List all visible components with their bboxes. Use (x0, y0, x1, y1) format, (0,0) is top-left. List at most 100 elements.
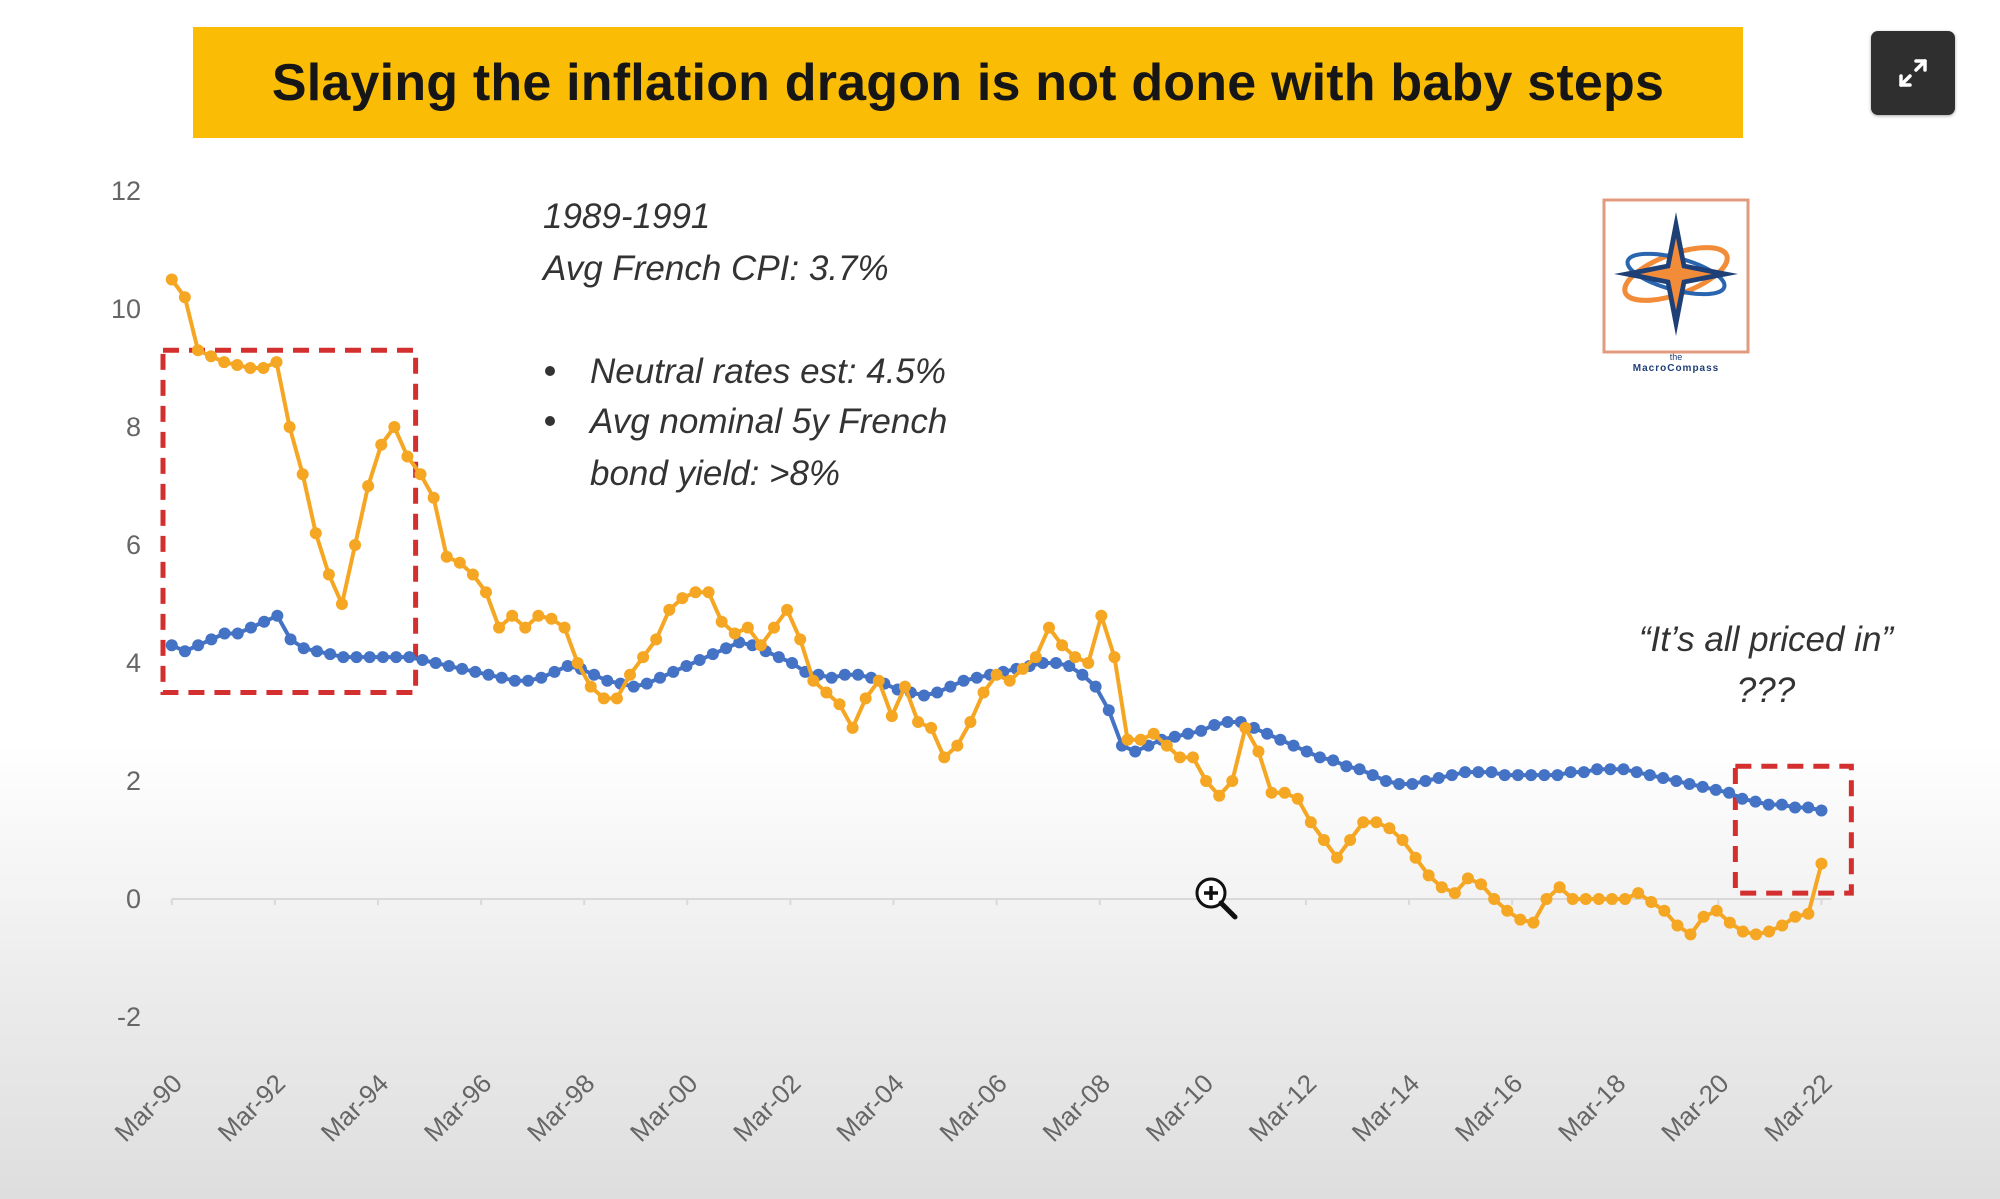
data-point (624, 668, 637, 681)
series-line (170, 613, 1822, 813)
data-point (1577, 766, 1590, 779)
data-point (637, 651, 650, 664)
data-point (493, 621, 506, 634)
data-point (337, 651, 350, 664)
data-point (1278, 786, 1291, 799)
data-point (442, 659, 455, 672)
data-point (838, 668, 851, 681)
data-point (640, 677, 653, 690)
data-point (938, 751, 951, 764)
x-tick-label: Mar-12 (1243, 1068, 1322, 1147)
data-point (1147, 727, 1160, 740)
data-point (231, 359, 244, 372)
data-point (1063, 659, 1076, 672)
data-point (1709, 783, 1722, 796)
x-tick-label: Mar-02 (727, 1068, 806, 1147)
highlight-box (1732, 763, 1854, 896)
data-point (205, 633, 218, 646)
data-point (1540, 893, 1553, 905)
data-point (977, 686, 990, 699)
data-point (1261, 727, 1274, 740)
x-axis: Mar-90 Mar-92 Mar-94 Mar-96 Mar-98 Mar-00 Mar-… (109, 899, 1838, 1147)
bullet-dot (545, 416, 555, 426)
data-point (1195, 724, 1208, 737)
data-point (689, 586, 702, 599)
y-tick-label: 8 (126, 412, 141, 442)
data-point (1340, 760, 1353, 773)
data-point (429, 657, 442, 669)
data-point (852, 668, 865, 681)
data-point (663, 603, 676, 616)
data-point (715, 615, 728, 628)
data-point (680, 659, 693, 672)
data-point (964, 716, 977, 728)
data-point (414, 468, 427, 481)
data-point (1076, 668, 1089, 681)
data-point (781, 603, 794, 616)
data-point (1736, 792, 1749, 805)
data-point (506, 609, 519, 622)
x-tick-label: Mar-10 (1140, 1068, 1219, 1147)
data-point (519, 621, 532, 634)
data-point (1643, 769, 1656, 782)
data-point (1592, 893, 1605, 905)
data-point (584, 680, 597, 693)
data-point (1511, 769, 1524, 782)
y-axis: -2 0 2 4 6 8 10 12 (111, 176, 141, 1032)
y-tick-label: -2 (117, 1002, 141, 1032)
macro-compass-logo: the MacroCompass (1602, 198, 1750, 375)
data-point (1247, 721, 1260, 734)
data-point (231, 627, 244, 640)
data-point (1432, 772, 1445, 785)
data-point (335, 598, 348, 610)
data-point (296, 468, 309, 481)
data-point (1605, 893, 1618, 905)
data-point (597, 692, 610, 705)
data-point (1619, 893, 1632, 905)
data-point (482, 668, 495, 681)
data-point (825, 671, 838, 684)
data-point (1208, 718, 1221, 731)
y-tick-label: 4 (126, 648, 141, 678)
data-point (495, 671, 508, 684)
x-tick-label: Mar-98 (521, 1068, 600, 1147)
data-point (990, 668, 1003, 681)
compass-star-icon (1614, 212, 1738, 336)
highlight-box (160, 347, 419, 695)
data-point (610, 692, 623, 705)
expand-button[interactable] (1871, 31, 1955, 115)
data-point (1317, 834, 1330, 846)
data-point (1160, 739, 1173, 752)
data-point (1802, 907, 1815, 920)
data-point (1696, 780, 1709, 793)
data-point (1366, 769, 1379, 782)
data-point (951, 739, 964, 752)
data-point (561, 659, 574, 672)
data-point (1538, 769, 1551, 782)
data-point (1121, 733, 1134, 746)
data-point (1551, 769, 1564, 782)
slide-title: Slaying the inflation dragon is not done… (271, 53, 1665, 112)
data-point (1422, 869, 1435, 882)
x-tick-label: Mar-94 (315, 1068, 394, 1147)
data-point (376, 651, 389, 664)
data-point (218, 627, 231, 640)
data-point (1501, 904, 1514, 917)
data-point (1802, 801, 1815, 814)
data-point (918, 689, 931, 702)
annotation-priced-in: “It’s all priced in” (1639, 620, 1895, 659)
data-point (479, 586, 492, 599)
x-tick-label: Mar-22 (1758, 1068, 1837, 1147)
data-point (1213, 789, 1226, 802)
data-point (1789, 910, 1802, 923)
data-point (244, 621, 257, 634)
data-point (1291, 792, 1304, 805)
data-point (1370, 816, 1383, 829)
data-point (363, 651, 376, 664)
data-point (1461, 872, 1474, 885)
data-point (1527, 916, 1540, 929)
data-point (768, 621, 781, 634)
data-point (1357, 816, 1370, 829)
data-point (401, 450, 414, 463)
data-point (1671, 919, 1684, 932)
